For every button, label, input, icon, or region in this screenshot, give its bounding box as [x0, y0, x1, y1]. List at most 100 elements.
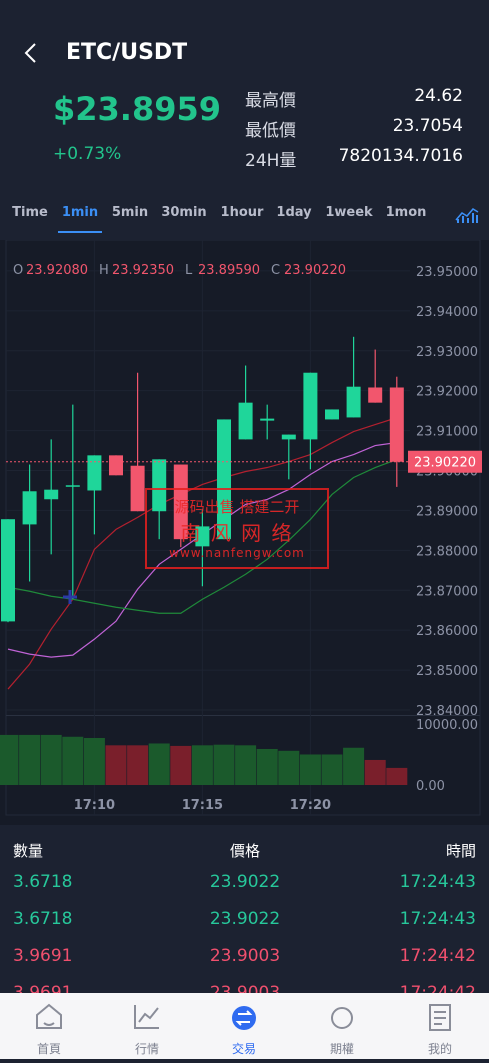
- trade-cell: 23.9003: [209, 946, 281, 966]
- ohlc-key: L: [185, 263, 193, 278]
- candle: [130, 372, 145, 512]
- y-tick-label: 23.91000: [416, 425, 478, 440]
- volume-bar: [127, 745, 149, 785]
- candle: [217, 419, 231, 540]
- candle-body: [303, 372, 318, 440]
- candle: [195, 509, 210, 587]
- candle: [44, 439, 59, 555]
- stat-label: 最高價: [245, 91, 296, 111]
- candle: [325, 409, 339, 420]
- volume-bar: [19, 734, 41, 785]
- trade-cell: 23.9022: [209, 872, 281, 892]
- volume-bar: [83, 737, 105, 785]
- y-tick-label: 23.85000: [416, 664, 478, 679]
- candle-body: [238, 402, 253, 440]
- trade-cell: 23.9022: [209, 909, 281, 929]
- candle: [1, 519, 15, 623]
- current-price: $23.8959: [53, 90, 222, 128]
- candle: [303, 372, 318, 470]
- trade-cell: 3.9691: [13, 983, 73, 993]
- trade-cell: 17:24:43: [399, 909, 476, 929]
- interval-tab[interactable]: 5min: [111, 205, 149, 220]
- x-tick-label: 17:15: [182, 798, 223, 813]
- volume-tick-label: 10000.00: [416, 718, 478, 733]
- y-tick-label: 23.94000: [416, 305, 478, 320]
- ohlc-key: C: [271, 263, 280, 278]
- nav-label[interactable]: 交易: [231, 1042, 257, 1056]
- column-header: 價格: [229, 842, 261, 860]
- trade-cell: 17:24:42: [399, 983, 476, 993]
- column-header: 數量: [13, 842, 44, 860]
- trade-cell: 17:24:43: [399, 872, 476, 892]
- market-icon[interactable]: [134, 1005, 159, 1029]
- candle-body: [260, 418, 275, 421]
- bottom-nav: 首頁 行情 交易 期權 我的: [0, 993, 489, 1059]
- candle: [238, 365, 253, 440]
- trade-cell: 3.9691: [13, 946, 73, 966]
- back-button[interactable]: [22, 42, 40, 64]
- candle: [87, 455, 102, 535]
- candle: [368, 349, 383, 403]
- interval-tab[interactable]: 1hour: [220, 205, 264, 220]
- volume-bar: [62, 736, 84, 785]
- tab-underline: [58, 231, 102, 233]
- volume-bar: [235, 745, 257, 785]
- candle-body: [389, 387, 404, 462]
- stat-value: 7820134.7016: [338, 146, 463, 166]
- candle: [22, 464, 37, 582]
- candle-body: [346, 386, 361, 418]
- candle-body: [65, 485, 80, 487]
- mine-icon[interactable]: [429, 1004, 451, 1031]
- candle: [109, 455, 123, 476]
- y-tick-label: 23.86000: [416, 624, 478, 639]
- candle: [260, 404, 275, 440]
- watermark: 源码出售 搭建二开 南 风 网 络 www.nanfengw.com: [145, 488, 329, 569]
- candle: [281, 434, 296, 480]
- chart-type-icon[interactable]: [455, 204, 479, 224]
- volume-bar: [278, 750, 300, 785]
- ohlc-value: 23.90220: [284, 263, 346, 278]
- nav-label[interactable]: 我的: [427, 1042, 453, 1056]
- candle: [152, 459, 167, 540]
- options-icon[interactable]: [331, 1007, 353, 1029]
- home-icon[interactable]: [36, 1003, 62, 1029]
- moving-average-line: [7, 458, 398, 614]
- nav-label[interactable]: 首頁: [36, 1042, 62, 1056]
- volume-bar: [213, 744, 235, 785]
- trade-cell: 3.6718: [13, 909, 73, 929]
- price-change: +0.73%: [53, 144, 122, 164]
- trade-icon-arrows: [235, 1010, 253, 1026]
- last-price-box: [408, 450, 482, 473]
- trade-list: 數量 價格 時間 3.6718 23.9022 17:24:43 3.6718 23.9022…: [0, 825, 489, 993]
- candle-body: [368, 387, 383, 403]
- stat-label: 24H量: [245, 151, 297, 171]
- y-tick-label: 23.93000: [416, 345, 478, 360]
- interval-tab[interactable]: Time: [12, 205, 48, 220]
- volume-bar: [105, 745, 127, 785]
- interval-tab[interactable]: 1day: [276, 205, 312, 220]
- candle-body: [22, 491, 37, 525]
- interval-tab[interactable]: 1mon: [385, 205, 427, 220]
- trade-icon[interactable]: [232, 1006, 256, 1030]
- ohlc-key: O: [13, 263, 23, 278]
- interval-tab[interactable]: 1min: [61, 205, 99, 220]
- ohlc-key: H: [99, 263, 109, 278]
- column-header: 時間: [445, 842, 476, 860]
- candle: [173, 464, 188, 548]
- candle-body: [281, 434, 296, 440]
- ohlc-value: 23.92350: [112, 263, 174, 278]
- volume-bar: [191, 745, 213, 785]
- interval-tab[interactable]: 30min: [161, 205, 207, 220]
- nav-icons: [36, 1003, 451, 1031]
- candle-body: [44, 489, 59, 500]
- nav-label[interactable]: 期權: [329, 1042, 355, 1056]
- crosshair: [63, 590, 77, 604]
- ohlc-value: 23.92080: [26, 263, 88, 278]
- y-tick-label: 23.84000: [416, 704, 478, 719]
- interval-tab[interactable]: 1week: [325, 205, 373, 220]
- nav-label[interactable]: 行情: [134, 1042, 160, 1056]
- candle-body: [1, 519, 15, 622]
- candle: [65, 404, 80, 600]
- watermark-line: 南 风 网 络: [180, 521, 294, 545]
